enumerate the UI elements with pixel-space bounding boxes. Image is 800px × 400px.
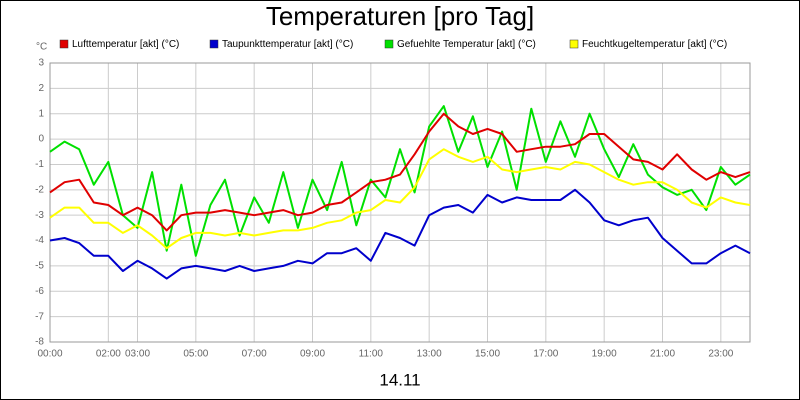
x-axis-label: 14.11 xyxy=(379,370,420,389)
x-tick-label: 09:00 xyxy=(300,349,325,360)
legend-swatch xyxy=(384,39,394,49)
legend-label: Lufttemperatur [akt] (°C) xyxy=(72,39,179,50)
y-tick-label: -7 xyxy=(35,311,44,322)
legend-label: Taupunkttemperatur [akt] (°C) xyxy=(222,39,353,50)
y-unit: °C xyxy=(36,42,47,53)
y-tick-label: -4 xyxy=(35,235,44,246)
legend-swatch xyxy=(209,39,219,49)
x-tick-label: 07:00 xyxy=(242,349,267,360)
y-tick-label: -1 xyxy=(35,159,44,170)
x-tick-label: 15:00 xyxy=(475,349,500,360)
series-line xyxy=(49,105,751,257)
y-tick-label: -2 xyxy=(35,184,44,195)
y-tick-label: 0 xyxy=(38,134,44,145)
x-tick-label: 11:00 xyxy=(359,349,384,360)
x-tick-label: 23:00 xyxy=(708,349,733,360)
x-tick-label: 21:00 xyxy=(650,349,675,360)
y-tick-label: -8 xyxy=(35,337,44,348)
legend-label: Gefuehlte Temperatur [akt] (°C) xyxy=(397,39,536,50)
y-tick-label: 1 xyxy=(38,108,44,119)
x-tick-label: 19:00 xyxy=(592,349,617,360)
series-line xyxy=(49,148,751,250)
plot-border xyxy=(49,62,751,343)
legend-label: Feuchtkugeltemperatur [akt] (°C) xyxy=(582,39,727,50)
x-tick-label: 05:00 xyxy=(183,349,208,360)
series-line xyxy=(49,188,751,280)
y-tick-label: -3 xyxy=(35,210,44,221)
series-line xyxy=(49,112,751,232)
y-tick-label: 3 xyxy=(38,58,44,69)
y-tick-label: -6 xyxy=(35,286,44,297)
x-tick-label: 03:00 xyxy=(125,349,150,360)
x-tick-label: 02:00 xyxy=(96,349,121,360)
x-tick-label: 17:00 xyxy=(533,349,558,360)
y-tick-label: 2 xyxy=(38,83,44,94)
x-tick-label: 00:00 xyxy=(37,349,62,360)
legend-swatch xyxy=(59,39,69,49)
y-tick-label: -5 xyxy=(35,261,44,272)
chart-title: Temperaturen [pro Tag] xyxy=(266,1,534,31)
x-tick-label: 13:00 xyxy=(417,349,442,360)
legend-swatch xyxy=(569,39,579,49)
